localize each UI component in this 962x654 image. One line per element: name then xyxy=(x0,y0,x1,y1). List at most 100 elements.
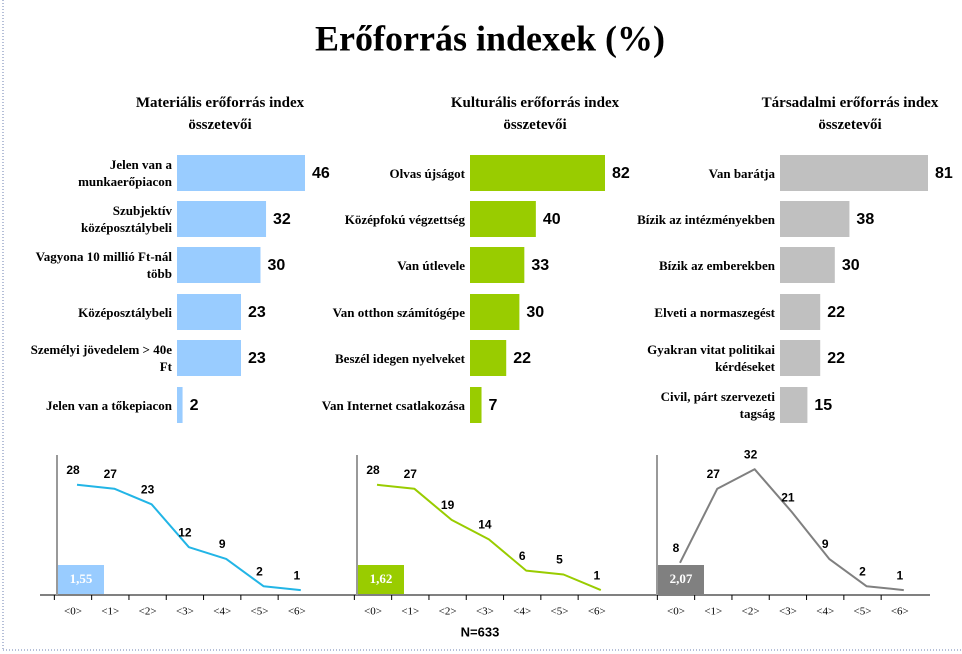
column-title: Társadalmi erőforrás index összetevői xyxy=(761,95,939,133)
value-label: 32 xyxy=(273,211,291,228)
x-tick-label: <4> xyxy=(513,606,531,618)
value-label: 30 xyxy=(842,257,860,274)
value-label: 46 xyxy=(312,165,330,182)
category-label-box: Szubjektív középosztálybeli xyxy=(81,203,172,235)
value-label: 22 xyxy=(827,304,845,321)
category-label-box: Van útlevele xyxy=(397,257,465,273)
x-tick-label: <4> xyxy=(816,606,834,618)
category-label: Középosztálybeli xyxy=(78,304,172,320)
x-tick-label: <1> xyxy=(401,606,419,618)
category-label: Van útlevele xyxy=(397,257,465,273)
value-label: 2 xyxy=(190,397,199,414)
bar xyxy=(780,247,835,283)
x-tick-label: <6> xyxy=(288,606,306,618)
category-label: Gyakran vitat politikai kérdéseket xyxy=(647,342,775,374)
value-label: 32 xyxy=(744,447,758,461)
category-label-box: Jelen van a munkaerőpiacon xyxy=(78,157,172,189)
bar xyxy=(780,294,821,330)
category-label-box: Van Internet csatlakozása xyxy=(321,397,465,413)
value-label: 30 xyxy=(267,257,285,274)
mean-label: 1,62 xyxy=(370,571,393,586)
bar xyxy=(470,340,507,376)
category-label-box: Középfokú végzettség xyxy=(344,211,465,227)
category-label: Elveti a normaszegést xyxy=(654,304,775,320)
x-tick-label: <0> xyxy=(667,606,685,618)
category-label: Szubjektív középosztálybeli xyxy=(81,203,172,235)
bar xyxy=(780,387,808,423)
value-label: 22 xyxy=(827,350,845,367)
bar xyxy=(177,155,305,191)
value-label: 23 xyxy=(141,482,155,496)
category-label: Vagyona 10 millió Ft-nál több xyxy=(35,249,172,281)
category-label-box: Középosztálybeli xyxy=(78,304,172,320)
bar xyxy=(470,201,536,237)
value-label: 1 xyxy=(593,568,600,582)
value-label: 19 xyxy=(441,498,455,512)
value-label: 23 xyxy=(248,304,266,321)
value-label: 22 xyxy=(513,350,531,367)
distribution-line xyxy=(376,483,602,592)
x-tick-label: <6> xyxy=(588,606,606,618)
value-label: 12 xyxy=(178,525,192,539)
category-label: Középfokú végzettség xyxy=(344,211,465,227)
category-label-box: Van otthon számítógépe xyxy=(333,305,465,320)
bar xyxy=(780,201,850,237)
mean-box xyxy=(58,565,104,594)
value-label: 9 xyxy=(822,537,829,551)
x-tick-label: <5> xyxy=(251,606,269,618)
category-label: Beszél idegen nyelveket xyxy=(335,350,465,366)
column-title-box: Kulturális erőforrás index összetevői xyxy=(450,95,620,133)
value-label: 27 xyxy=(404,467,418,481)
value-label: 38 xyxy=(856,211,874,228)
bar xyxy=(470,247,525,283)
bar xyxy=(470,387,482,423)
value-label: 27 xyxy=(707,467,721,481)
value-label: 1 xyxy=(293,568,300,582)
value-label: 30 xyxy=(526,304,544,321)
bar xyxy=(177,201,267,237)
column-title: Kulturális erőforrás index összetevői xyxy=(450,95,620,133)
category-label-box: Vagyona 10 millió Ft-nál több xyxy=(35,249,172,281)
mean-label: 2,07 xyxy=(670,571,693,586)
x-tick-label: <1> xyxy=(101,606,119,618)
category-label: Bízik az emberekben xyxy=(658,257,775,273)
category-label-box: Elveti a normaszegést xyxy=(654,304,775,320)
distribution-line xyxy=(76,483,301,592)
column-title-box: Társadalmi erőforrás index összetevői xyxy=(761,95,939,133)
x-tick-label: <5> xyxy=(854,606,872,618)
value-label: 6 xyxy=(519,549,526,563)
bar xyxy=(177,387,183,423)
x-tick-label: <0> xyxy=(364,606,382,618)
sample-note: N=633 xyxy=(461,624,500,639)
value-label: 15 xyxy=(814,397,832,414)
value-label: 28 xyxy=(366,463,380,477)
category-label: Van Internet csatlakozása xyxy=(321,397,465,413)
category-label: Van barátja xyxy=(708,165,775,181)
x-tick-label: <2> xyxy=(742,606,760,618)
value-label: 5 xyxy=(556,553,563,567)
x-tick-label: <4> xyxy=(213,606,231,618)
x-tick-label: <3> xyxy=(779,606,797,618)
category-label-box: Beszél idegen nyelveket xyxy=(335,350,465,366)
category-label-box: Bízik az emberekben xyxy=(658,257,775,273)
category-label: Olvas újságot xyxy=(389,165,465,181)
value-label: 14 xyxy=(478,518,492,532)
value-label: 21 xyxy=(781,490,795,504)
x-tick-label: <1> xyxy=(704,606,722,618)
x-tick-label: <3> xyxy=(176,606,194,618)
column-title: Materiális erőforrás index összetevői xyxy=(135,95,305,133)
category-label-box: Személyi jövedelem > 40e Ft xyxy=(31,342,172,374)
category-label-box: Van barátja xyxy=(708,165,775,181)
category-label-box: Bízik az intézményekben xyxy=(637,212,775,227)
x-tick-label: <6> xyxy=(891,606,909,618)
x-tick-label: <0> xyxy=(64,606,82,618)
category-label-box: Jelen van a tőkepiacon xyxy=(46,398,172,413)
bar xyxy=(780,155,928,191)
bar xyxy=(470,294,520,330)
mean-box xyxy=(658,565,704,594)
mean-label: 1,55 xyxy=(70,571,93,586)
x-tick-label: <2> xyxy=(139,606,157,618)
category-label-box: Civil, párt szervezeti tagság xyxy=(661,389,775,421)
value-label: 82 xyxy=(612,165,630,182)
value-label: 8 xyxy=(673,541,680,555)
